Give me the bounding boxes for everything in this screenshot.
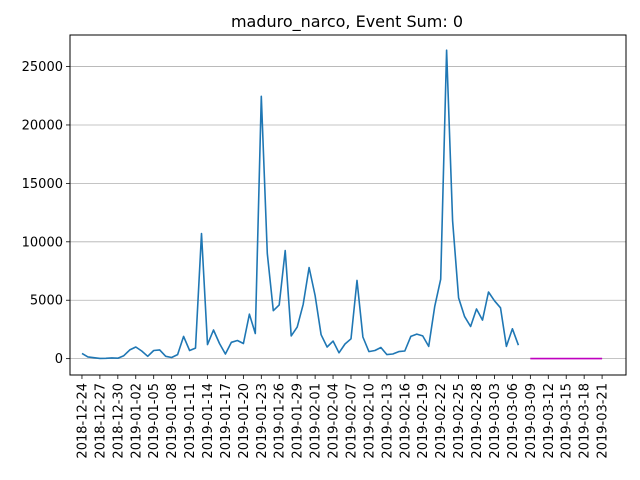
series-layer [81, 49, 603, 360]
x-tick-label: 2019-02-10 [362, 383, 377, 459]
x-tick-label: 2019-01-20 [237, 383, 252, 459]
x-tick-label: 2019-02-19 [416, 383, 431, 459]
x-tick-label: 2019-01-08 [165, 383, 180, 459]
x-tick-label: 2018-12-24 [75, 383, 90, 459]
y-tick-label: 5000 [30, 294, 63, 309]
x-tick-label: 2019-01-14 [201, 383, 216, 459]
x-tick-label: 2019-02-25 [452, 383, 467, 459]
x-tick-label: 2019-02-28 [470, 383, 485, 459]
x-axis: 2018-12-24 2018-12-27 2018-12-30 2019-01-02… [75, 375, 611, 459]
x-tick-label: 2019-02-13 [380, 383, 395, 459]
series-line-1 [81, 49, 520, 360]
x-tick-label: 2019-03-06 [506, 383, 521, 459]
x-tick-label: 2019-03-12 [542, 383, 557, 459]
y-tick-label: 25000 [22, 60, 63, 75]
x-tick-label: 2018-12-30 [111, 383, 126, 459]
x-tick-label: 2019-01-05 [147, 383, 162, 459]
x-tick-label: 2019-01-02 [129, 383, 144, 459]
y-tick-label: 20000 [22, 118, 63, 133]
x-tick-label: 2019-03-18 [578, 383, 593, 459]
plot-frame [69, 34, 627, 376]
x-tick-label: 2019-02-16 [398, 383, 413, 459]
x-tick-label: 2019-01-11 [183, 383, 198, 459]
x-tick-label: 2018-12-27 [93, 383, 108, 459]
x-tick-label: 2019-03-21 [596, 383, 611, 459]
gridlines [70, 66, 626, 360]
x-tick-label: 2019-01-26 [273, 383, 288, 459]
x-tick-label: 2019-02-01 [309, 383, 324, 459]
x-tick-label: 2019-03-03 [488, 383, 503, 459]
y-tick-label: 15000 [22, 177, 63, 192]
chart-title: maduro_narco, Event Sum: 0 [231, 12, 463, 32]
x-tick-label: 2019-01-17 [219, 383, 234, 459]
x-tick-label: 2019-02-07 [344, 383, 359, 459]
y-axis: 0 5000 10000 15000 20000 25000 [22, 60, 70, 367]
y-tick-label: 0 [55, 352, 63, 367]
x-tick-label: 2019-01-29 [291, 383, 306, 459]
x-tick-label: 2019-02-22 [434, 383, 449, 459]
x-tick-label: 2019-02-04 [327, 383, 342, 459]
x-tick-label: 2019-01-23 [255, 383, 270, 459]
x-tick-label: 2019-03-15 [560, 383, 575, 459]
y-tick-label: 10000 [22, 235, 63, 250]
x-tick-label: 2019-03-09 [524, 383, 539, 459]
